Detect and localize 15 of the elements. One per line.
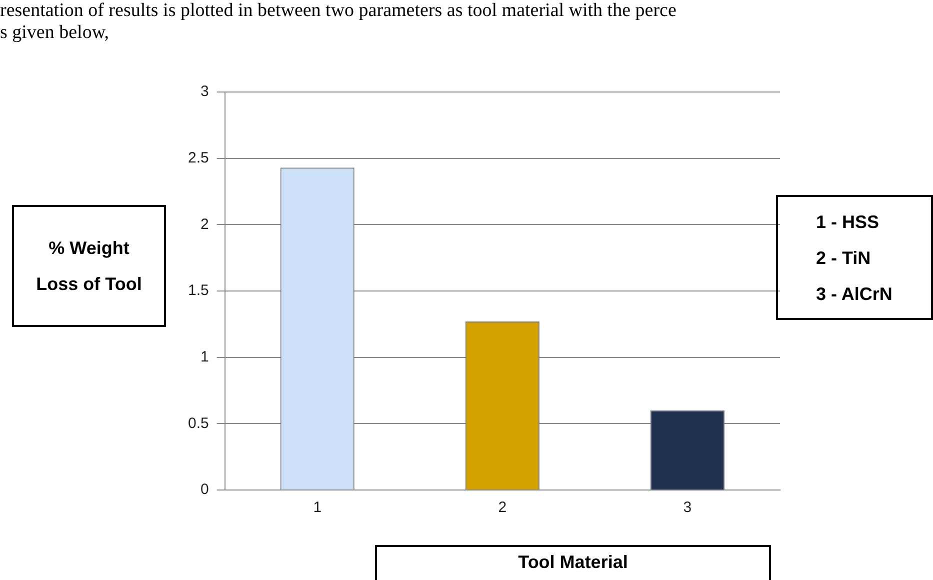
y-tick-label: 0 bbox=[200, 481, 209, 498]
text: s given below, bbox=[0, 22, 110, 44]
x-axis-title: Tool Material bbox=[375, 545, 771, 580]
y-tick-label: 3 bbox=[200, 83, 209, 100]
y-axis-title: % Weight Loss of Tool bbox=[12, 205, 166, 327]
x-tick-label: 3 bbox=[683, 499, 692, 516]
x-tick-label: 1 bbox=[313, 499, 322, 516]
text: resentation of results is plotted in between two parameters as tool material with the perce bbox=[0, 0, 676, 22]
y-tick-label: 2.5 bbox=[188, 149, 209, 166]
key-box: 1 - HSS 2 - TiN 3 - AlCrN bbox=[776, 195, 933, 320]
y-tick-label: 2 bbox=[200, 216, 209, 233]
y-tick-label: 0.5 bbox=[188, 414, 209, 432]
y-tick-label: 1 bbox=[200, 348, 209, 366]
x-tick-label: 2 bbox=[498, 499, 507, 516]
y-tick-label: 1.5 bbox=[188, 282, 209, 300]
